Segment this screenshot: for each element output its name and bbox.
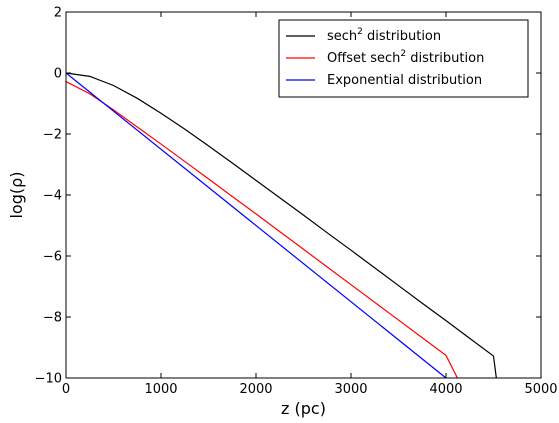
legend-label-sech2-suffix: distribution — [363, 29, 441, 44]
y-tick-label-3: −4 — [43, 189, 62, 204]
tick-layer: 0 1000 2000 3000 4000 5000 −10 −8 −6 −4 −2 0 2 — [35, 6, 558, 398]
legend-label-offset-sech2: Offset sech2 distribution — [327, 49, 484, 66]
legend-entry-offset-sech2: Offset sech2 distribution — [286, 49, 484, 66]
legend-entry-sech2: sech2 distribution — [286, 27, 441, 44]
series-layer — [65, 72, 497, 379]
y-tick-label-6: 2 — [54, 6, 62, 21]
y-tick-label-1: −8 — [43, 311, 62, 326]
x-axis-label: z (pc) — [281, 399, 326, 418]
series-line-sech2 — [65, 72, 497, 379]
legend-label-exponential-base: Exponential distribution — [327, 73, 482, 88]
x-tick-label-5: 5000 — [524, 382, 557, 397]
x-tick-label-1: 1000 — [144, 382, 177, 397]
legend-label-sech2-exponent: 2 — [357, 27, 363, 37]
y-tick-label-5: 0 — [54, 67, 62, 82]
legend-label-offset-sech2-suffix: distribution — [406, 51, 484, 66]
x-tick-label-0: 0 — [62, 382, 70, 397]
legend-label-offset-sech2-exponent: 2 — [400, 49, 406, 59]
series-line-exponential — [65, 72, 447, 379]
legend-entry-exponential: Exponential distribution — [286, 73, 482, 88]
y-tick-label-4: −2 — [43, 128, 62, 143]
x-tick-label-2: 2000 — [239, 382, 272, 397]
x-tick-label-4: 4000 — [429, 382, 462, 397]
legend-label-sech2-base: sech — [327, 29, 357, 44]
legend: sech2 distribution Offset sech2 distribu… — [278, 19, 529, 98]
legend-box — [278, 19, 529, 98]
y-tick-label-2: −6 — [43, 250, 62, 265]
legend-label-sech2: sech2 distribution — [327, 27, 441, 44]
y-axis-label: log(ρ) — [7, 171, 26, 218]
x-tick-label-3: 3000 — [334, 382, 367, 397]
series-line-offset-sech2 — [65, 81, 458, 379]
legend-label-offset-sech2-base: Offset sech — [327, 51, 400, 66]
y-tick-label-0: −10 — [35, 372, 62, 387]
legend-label-exponential: Exponential distribution — [327, 73, 482, 88]
